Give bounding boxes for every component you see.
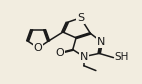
Text: N: N [80,52,88,62]
Text: S: S [77,13,84,23]
Text: O: O [34,43,42,53]
Text: SH: SH [115,52,129,62]
Text: O: O [55,48,64,58]
Text: N: N [97,37,106,47]
